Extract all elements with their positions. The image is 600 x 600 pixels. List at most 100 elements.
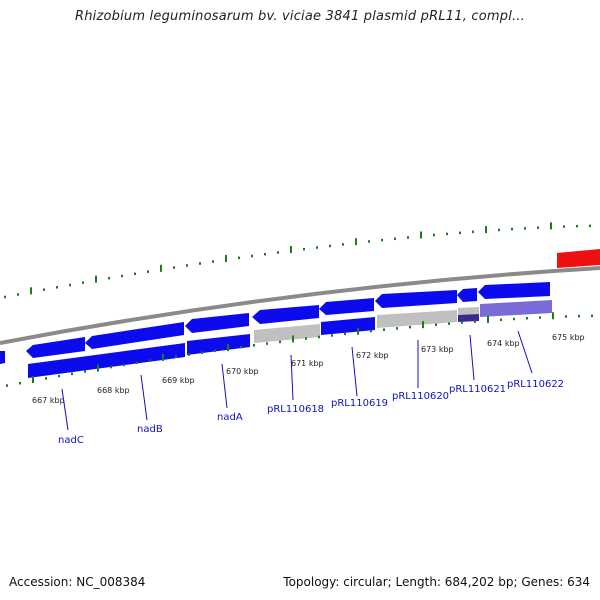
gene-bar[interactable]	[28, 343, 185, 378]
gene-bar[interactable]	[187, 334, 250, 355]
major-tick	[357, 327, 359, 335]
minor-tick	[58, 374, 60, 378]
minor-tick	[448, 322, 450, 325]
gene-arrow[interactable]	[26, 337, 85, 358]
gene-labels: nadC nadB nadA pRL110618 pRL110619 pRL11…	[58, 379, 564, 446]
minor-tick	[110, 365, 112, 369]
minor-tick	[82, 281, 84, 284]
minor-tick	[318, 335, 320, 339]
minor-tick	[4, 295, 6, 299]
gene-label-pRL110620[interactable]: pRL110620	[392, 391, 449, 402]
accession-text: Accession: NC_008384	[9, 575, 146, 589]
gene-arrow[interactable]	[457, 288, 477, 302]
major-tick	[97, 364, 99, 372]
minor-tick	[435, 323, 437, 326]
minor-tick	[565, 315, 567, 318]
kbp-tick-label: 670 kbp	[226, 367, 259, 376]
major-tick	[162, 353, 164, 361]
major-tick	[487, 315, 489, 323]
kbp-tick-label: 675 kbp	[552, 333, 585, 342]
minor-tick	[526, 316, 528, 320]
topology-stats-text: Topology: circular; Length: 684,202 bp; …	[283, 575, 590, 589]
minor-tick	[576, 224, 578, 228]
gene-bar[interactable]	[458, 314, 479, 322]
minor-tick	[578, 314, 580, 318]
major-tick	[485, 226, 487, 234]
minor-tick	[461, 321, 463, 324]
major-tick	[292, 335, 294, 343]
minor-tick	[17, 293, 19, 296]
gene-label-nadB[interactable]: nadB	[137, 424, 163, 435]
minor-tick	[474, 320, 476, 323]
minor-tick	[342, 243, 344, 246]
minor-tick	[121, 274, 123, 278]
minor-tick	[344, 332, 346, 336]
plasmid-backbone	[0, 266, 600, 345]
minor-tick	[199, 262, 201, 265]
minor-tick	[316, 246, 318, 249]
gene-label-pRL110619[interactable]: pRL110619	[331, 398, 388, 409]
minor-tick	[459, 231, 461, 235]
gene-bar[interactable]	[321, 317, 375, 335]
minor-tick	[329, 244, 331, 248]
minor-tick	[56, 286, 58, 289]
kbp-tick-label: 669 kbp	[162, 376, 195, 385]
gene-label-nadC[interactable]: nadC	[58, 435, 84, 446]
gene-label-pRL110621[interactable]: pRL110621	[449, 384, 506, 395]
minor-tick	[108, 276, 110, 280]
gene-bar[interactable]	[480, 300, 552, 317]
minor-tick	[186, 264, 188, 267]
kbp-tick-label: 672 kbp	[356, 351, 389, 360]
minor-tick	[513, 317, 515, 321]
minor-tick	[123, 363, 125, 367]
minor-tick	[149, 359, 151, 362]
gene-bar[interactable]	[458, 307, 479, 315]
gene-arrow[interactable]	[478, 282, 550, 299]
gene-arrow[interactable]	[85, 322, 184, 349]
minor-tick	[6, 384, 8, 387]
minor-tick	[175, 355, 177, 358]
kbp-tick-label: 674 kbp	[487, 339, 520, 348]
minor-tick	[303, 247, 305, 251]
minor-tick	[433, 233, 435, 237]
minor-tick	[201, 351, 203, 354]
gene-label-pRL110622[interactable]: pRL110622	[507, 379, 564, 390]
minor-tick	[45, 377, 47, 380]
minor-tick	[251, 254, 253, 258]
major-tick	[420, 231, 422, 239]
minor-tick	[407, 236, 409, 239]
minor-tick	[238, 256, 240, 260]
gene-label-pRL110618[interactable]: pRL110618	[267, 404, 324, 415]
minor-tick	[331, 334, 333, 337]
kbp-tick-label: 673 kbp	[421, 345, 454, 354]
minor-tick	[84, 370, 86, 373]
kbp-ticks: 667 kbp 668 kbp 669 kbp 670 kbp 671 kbp …	[32, 333, 585, 405]
gene-arrow[interactable]	[185, 313, 249, 333]
gene-arrow[interactable]	[252, 305, 319, 324]
minor-tick	[368, 240, 370, 243]
upper-strand-genes	[0, 282, 550, 364]
minor-tick	[147, 270, 149, 273]
gene-arrow[interactable]	[0, 351, 5, 364]
gene-label-leaders	[61, 330, 533, 431]
minor-tick	[498, 228, 500, 232]
minor-tick	[134, 272, 136, 276]
kbp-tick-label: 668 kbp	[97, 386, 130, 395]
minor-tick	[264, 252, 266, 256]
gene-arrow[interactable]	[319, 298, 374, 315]
gene-label-nadA[interactable]: nadA	[217, 412, 243, 423]
gene-bar[interactable]	[254, 324, 320, 343]
minor-tick	[472, 230, 474, 234]
gene-bar[interactable]	[377, 310, 457, 328]
major-tick	[30, 287, 32, 295]
minor-tick	[381, 238, 383, 242]
red-feature[interactable]	[557, 249, 600, 268]
minor-tick	[589, 224, 591, 228]
minor-tick	[563, 225, 565, 228]
minor-tick	[370, 329, 372, 333]
major-tick	[550, 222, 552, 230]
kbp-tick-label: 671 kbp	[291, 359, 324, 368]
gene-arrow[interactable]	[375, 290, 457, 308]
minor-tick	[394, 237, 396, 241]
